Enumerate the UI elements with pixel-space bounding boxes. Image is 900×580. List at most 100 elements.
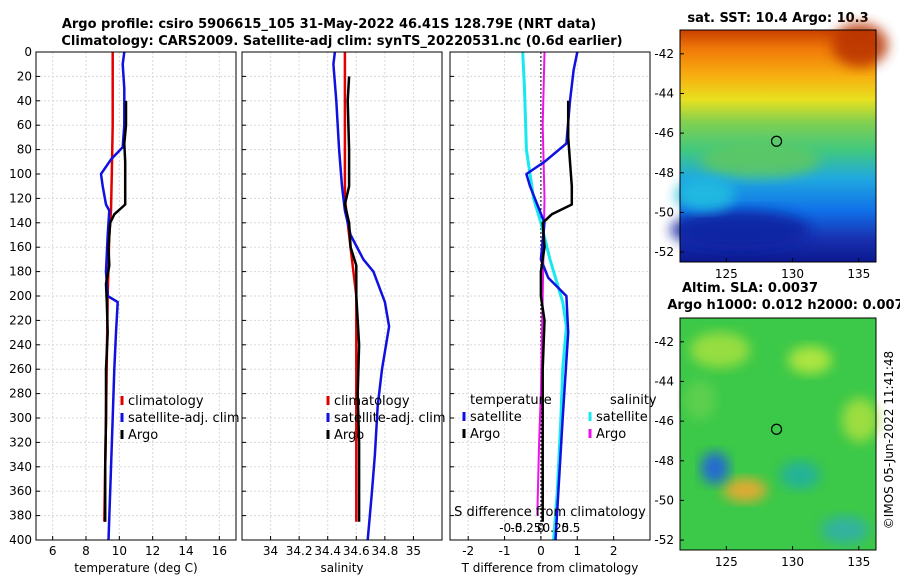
x-tick-label: -2 xyxy=(462,544,474,558)
sst-map-ticks: 125 130 135 -42 -44 -46 -48 -50 -52 xyxy=(654,47,870,281)
x-tick-label: 34.6 xyxy=(343,544,370,558)
x-tick-label: -1 xyxy=(499,544,511,558)
y-tick-label: 100 xyxy=(9,167,32,181)
legend-label: Argo xyxy=(596,427,626,442)
sla-map-ticks: 125 130 135 -42 -44 -46 -48 -50 -52 xyxy=(654,335,870,569)
legend-label: Argo xyxy=(334,428,364,443)
x-tick-label: 34.2 xyxy=(286,544,313,558)
sla-map-blob xyxy=(723,478,767,502)
series-line-t-argo xyxy=(539,100,574,522)
x-tick-label: 34 xyxy=(263,544,278,558)
series-line-argo xyxy=(343,76,361,522)
map-y-tick-label: -46 xyxy=(654,414,674,428)
top-x-tick-label: -0.25 xyxy=(510,521,541,535)
map-y-tick-label: -46 xyxy=(654,126,674,140)
sla-map-blob xyxy=(842,398,878,442)
legend-label: satellite xyxy=(470,410,522,425)
y-tick-label: 20 xyxy=(17,69,32,83)
map-y-tick-label: -44 xyxy=(654,374,674,388)
map-y-tick-label: -52 xyxy=(654,533,674,547)
y-tick-label: 200 xyxy=(9,289,32,303)
watermark: ©IMOS 05-Jun-2022 11:41:48 xyxy=(882,351,896,529)
sst-map: 125 130 135 -42 -44 -46 -48 -50 -52 xyxy=(654,23,888,281)
x-tick-label: 1 xyxy=(573,544,581,558)
legend-label: satellite-adj. clim xyxy=(334,411,446,426)
top-x-tick-label: -0.5 xyxy=(499,521,522,535)
x-axis-label-top: S difference from climatology xyxy=(454,505,646,520)
legend-label: satellite xyxy=(596,410,648,425)
map-y-tick-label: -48 xyxy=(654,166,674,180)
map-x-tick-label: 125 xyxy=(715,267,738,281)
sst-argo-marker xyxy=(770,135,783,147)
legend-label: climatology xyxy=(128,394,204,409)
map-y-tick-label: -42 xyxy=(654,335,674,349)
y-tick-label: 140 xyxy=(9,216,32,230)
top-x-tick-label: 0 xyxy=(537,521,545,535)
series-line-climatology xyxy=(343,52,358,522)
y-tick-label: 280 xyxy=(9,387,32,401)
map-x-tick-label: 135 xyxy=(847,267,870,281)
x-axis-label: salinity xyxy=(320,561,363,575)
sla-map-blob xyxy=(780,461,820,489)
legend-label: Argo xyxy=(470,427,500,442)
sla-map-frame xyxy=(679,317,877,551)
title-line1: Argo profile: csiro 5906615_105 31-May-2… xyxy=(62,17,596,32)
difference-panel: -2 -1 0 1 2 T difference from climatology temp… xyxy=(449,51,657,575)
sst-map-warm-patch xyxy=(832,23,888,67)
y-tick-label: 120 xyxy=(9,191,32,205)
temperature-panel: 6 8 10 12 14 16 temperature (deg C) 0 20 40 60 80 10… xyxy=(9,45,240,575)
sla-map-blob xyxy=(821,516,869,544)
x-axis-label: T difference from climatology xyxy=(461,561,639,575)
x-tick-label: 2 xyxy=(610,544,618,558)
series-line-s-satellite xyxy=(521,51,568,541)
series-line-argo xyxy=(103,100,128,522)
map-y-tick-label: -42 xyxy=(654,47,674,61)
x-tick-label: 6 xyxy=(49,544,57,558)
legend-label: Argo xyxy=(128,428,158,443)
map-x-tick-label: 130 xyxy=(781,267,804,281)
sla-map-title-line2: Argo h1000: 0.012 h2000: 0.0076 xyxy=(667,298,900,313)
x-tick-label: 0 xyxy=(537,544,545,558)
x-axis-label: temperature (deg C) xyxy=(74,561,197,575)
top-x-tick-label: 0.5 xyxy=(561,521,580,535)
x-tick-label: 16 xyxy=(212,544,227,558)
legend-title-temperature: temperature xyxy=(470,393,552,408)
series-line-satellite-adj-clim xyxy=(332,51,391,541)
map-x-tick-label: 125 xyxy=(715,555,738,569)
map-x-tick-label: 135 xyxy=(847,555,870,569)
x-tick-label: 34.8 xyxy=(371,544,398,558)
x-tick-label: 34.4 xyxy=(314,544,341,558)
map-x-tick-label: 130 xyxy=(781,555,804,569)
sla-map-title-line1: Altim. SLA: 0.0037 xyxy=(682,281,818,296)
y-tick-label: 320 xyxy=(9,435,32,449)
sst-map-cold-patch xyxy=(670,210,810,250)
top-x-tick-label: 0.25 xyxy=(543,521,570,535)
y-tick-label: 60 xyxy=(17,118,32,132)
y-tick-label: 40 xyxy=(17,94,32,108)
y-tick-label: 400 xyxy=(9,533,32,547)
map-y-tick-label: -52 xyxy=(654,245,674,259)
y-tick-label: 360 xyxy=(9,484,32,498)
y-tick-label: 180 xyxy=(9,265,32,279)
sla-map-blob xyxy=(701,452,729,484)
y-tick-label: 300 xyxy=(9,411,32,425)
legend-title-salinity: salinity xyxy=(610,393,657,408)
title-line2: Climatology: CARS2009. Satellite-adj cli… xyxy=(61,34,622,49)
sst-map-frame xyxy=(679,29,877,263)
sla-map: 125 130 135 -42 -44 -46 -48 -50 -52 xyxy=(654,317,878,569)
y-tick-label: 380 xyxy=(9,509,32,523)
y-tick-label: 0 xyxy=(24,45,32,59)
map-y-tick-label: -48 xyxy=(654,454,674,468)
x-tick-label: 10 xyxy=(112,544,127,558)
sst-map-cyan-patch xyxy=(675,179,735,211)
y-tick-label: 160 xyxy=(9,240,32,254)
y-tick-label: 220 xyxy=(9,313,32,327)
sla-map-blob xyxy=(788,346,832,374)
x-tick-label: 12 xyxy=(145,544,160,558)
map-y-tick-label: -44 xyxy=(654,86,674,100)
map-y-tick-label: -50 xyxy=(654,205,674,219)
sla-map-blob xyxy=(684,380,716,420)
y-tick-label: 240 xyxy=(9,338,32,352)
legend-label: climatology xyxy=(334,394,410,409)
